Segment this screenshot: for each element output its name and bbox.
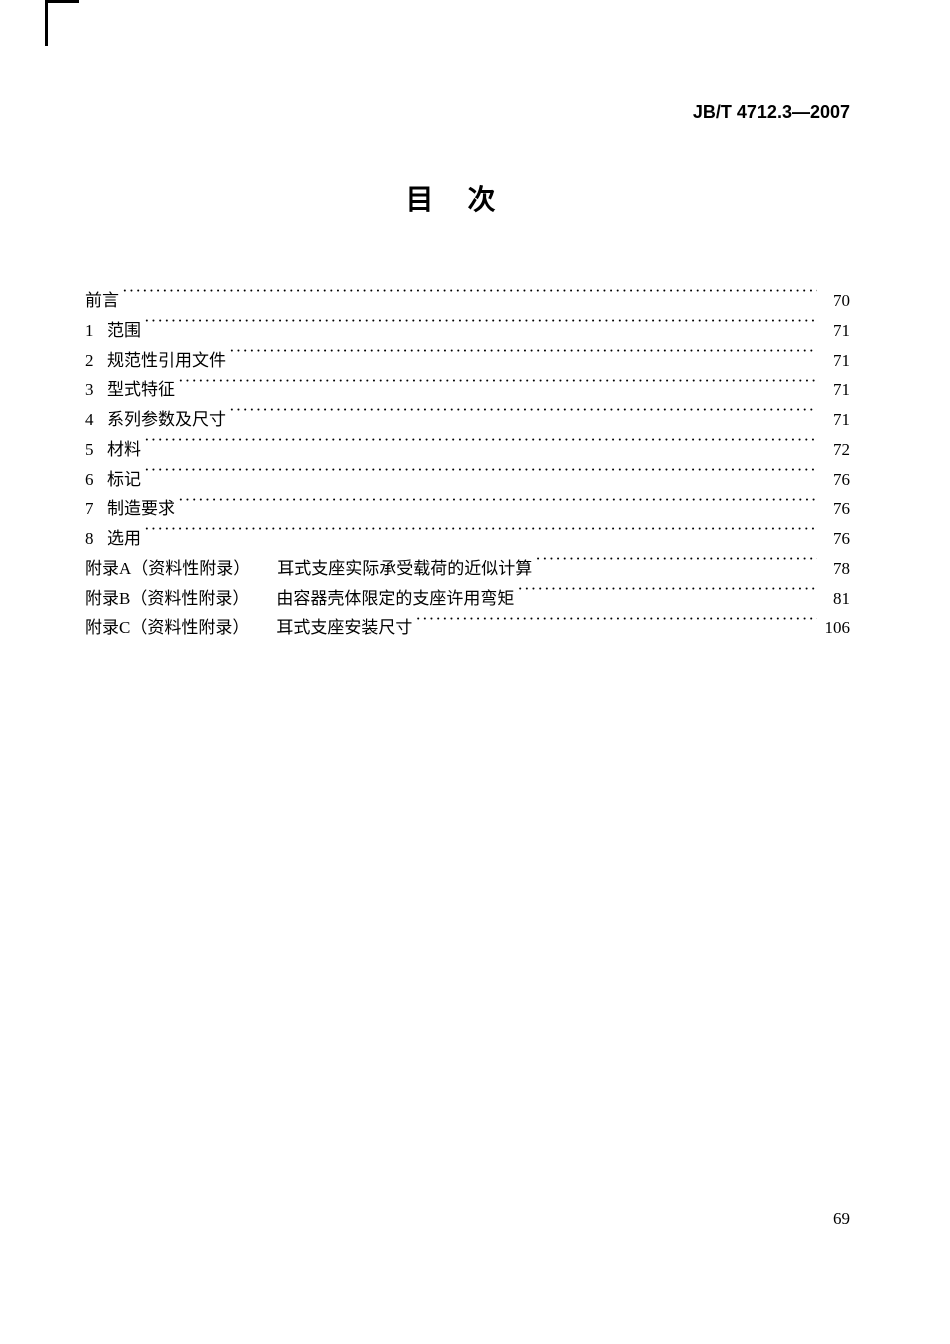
toc-row: 4系列参数及尺寸 71: [85, 405, 850, 435]
toc-entry-page: 70: [820, 286, 850, 316]
toc-leader-dots: [178, 497, 817, 514]
document-page: JB/T 4712.3—2007 目次 前言701范围712规范性引用文件713…: [0, 0, 950, 1344]
toc-leader-dots: [535, 557, 817, 574]
toc-row: 附录B（资料性附录） 由容器壳体限定的支座许用弯矩 81: [85, 584, 850, 614]
toc-leader-dots: [144, 527, 817, 544]
toc-entry-label: 耳式支座安装尺寸: [259, 613, 412, 643]
toc-entry-number: 5: [85, 435, 107, 465]
toc-leader-dots: [517, 587, 817, 604]
toc-entry-label: 由容器壳体限定的支座许用弯矩: [259, 584, 514, 614]
toc-entry-label: 制造要求: [107, 494, 175, 524]
toc-entry-number: 3: [85, 375, 107, 405]
page-number: 69: [833, 1209, 850, 1229]
toc-row: 附录C（资料性附录） 耳式支座安装尺寸 106: [85, 613, 850, 643]
toc-entry-number: 附录C（资料性附录）: [85, 613, 259, 643]
toc-entry-label: 型式特征: [107, 375, 175, 405]
toc-entry-label: 耳式支座实际承受载荷的近似计算: [260, 554, 532, 584]
table-of-contents: 前言701范围712规范性引用文件713型式特征714系列参数及尺寸715材料7…: [85, 286, 850, 643]
toc-row: 8选用 76: [85, 524, 850, 554]
toc-entry-number: 附录B（资料性附录）: [85, 584, 259, 614]
toc-entry-number: 4: [85, 405, 107, 435]
toc-entry-number: 8: [85, 524, 107, 554]
toc-entry-number: 7: [85, 494, 107, 524]
toc-entry-page: 76: [820, 465, 850, 495]
toc-leader-dots: [229, 408, 817, 425]
toc-entry-label: 范围: [107, 316, 141, 346]
toc-entry-label: 规范性引用文件: [107, 346, 226, 376]
toc-leader-dots: [178, 378, 817, 395]
toc-entry-page: 72: [820, 435, 850, 465]
toc-entry-page: 76: [820, 494, 850, 524]
toc-entry-page: 71: [820, 405, 850, 435]
toc-leader-dots: [229, 349, 817, 366]
toc-leader-dots: [144, 468, 817, 485]
corner-mark: [45, 0, 79, 46]
toc-entry-label: 前言: [85, 286, 119, 316]
toc-entry-page: 71: [820, 316, 850, 346]
toc-entry-number: 1: [85, 316, 107, 346]
toc-row: 6标记 76: [85, 465, 850, 495]
toc-row: 3型式特征 71: [85, 375, 850, 405]
toc-entry-label: 选用: [107, 524, 141, 554]
toc-leader-dots: [144, 319, 817, 336]
toc-entry-label: 标记: [107, 465, 141, 495]
toc-row: 前言 70: [85, 286, 850, 316]
toc-entry-label: 材料: [107, 435, 141, 465]
document-number: JB/T 4712.3—2007: [693, 102, 850, 123]
toc-title: 目次: [85, 178, 850, 218]
toc-entry-page: 81: [820, 584, 850, 614]
toc-entry-number: 2: [85, 346, 107, 376]
toc-row: 2规范性引用文件 71: [85, 346, 850, 376]
toc-entry-page: 78: [820, 554, 850, 584]
toc-leader-dots: [144, 438, 817, 455]
toc-row: 7制造要求 76: [85, 494, 850, 524]
toc-row: 5材料 72: [85, 435, 850, 465]
toc-row: 附录A（资料性附录） 耳式支座实际承受载荷的近似计算 78: [85, 554, 850, 584]
toc-entry-label: 系列参数及尺寸: [107, 405, 226, 435]
toc-leader-dots: [415, 616, 817, 633]
toc-entry-page: 76: [820, 524, 850, 554]
toc-leader-dots: [122, 289, 817, 306]
toc-entry-page: 71: [820, 375, 850, 405]
toc-entry-page: 71: [820, 346, 850, 376]
toc-entry-number: 6: [85, 465, 107, 495]
toc-row: 1范围 71: [85, 316, 850, 346]
toc-entry-page: 106: [820, 613, 850, 643]
toc-entry-number: 附录A（资料性附录）: [85, 554, 260, 584]
